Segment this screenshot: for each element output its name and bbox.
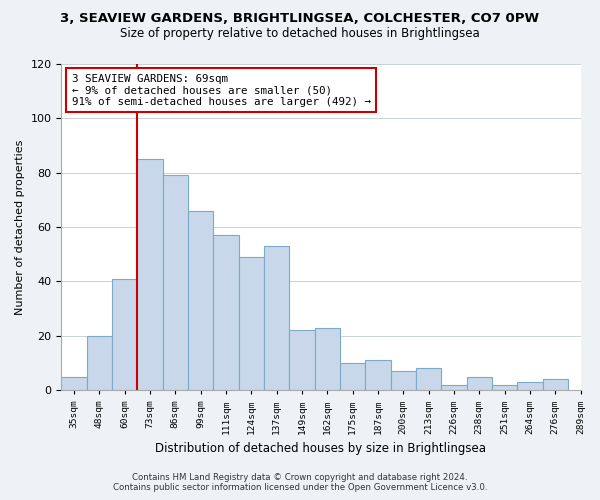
Bar bbox=[365, 360, 391, 390]
Bar bbox=[239, 257, 264, 390]
Bar bbox=[188, 211, 214, 390]
Bar bbox=[492, 384, 517, 390]
Y-axis label: Number of detached properties: Number of detached properties bbox=[15, 140, 25, 315]
Bar bbox=[441, 384, 467, 390]
Bar bbox=[416, 368, 441, 390]
Bar bbox=[214, 235, 239, 390]
Text: 3 SEAVIEW GARDENS: 69sqm
← 9% of detached houses are smaller (50)
91% of semi-de: 3 SEAVIEW GARDENS: 69sqm ← 9% of detache… bbox=[72, 74, 371, 107]
Bar bbox=[264, 246, 289, 390]
Bar bbox=[163, 176, 188, 390]
Bar bbox=[391, 371, 416, 390]
Bar bbox=[467, 376, 492, 390]
Bar bbox=[61, 376, 87, 390]
Bar bbox=[314, 328, 340, 390]
Text: Size of property relative to detached houses in Brightlingsea: Size of property relative to detached ho… bbox=[120, 28, 480, 40]
Bar bbox=[542, 380, 568, 390]
Text: 3, SEAVIEW GARDENS, BRIGHTLINGSEA, COLCHESTER, CO7 0PW: 3, SEAVIEW GARDENS, BRIGHTLINGSEA, COLCH… bbox=[61, 12, 539, 26]
Bar bbox=[137, 159, 163, 390]
Bar bbox=[340, 363, 365, 390]
Bar bbox=[517, 382, 542, 390]
Bar bbox=[87, 336, 112, 390]
Text: Contains HM Land Registry data © Crown copyright and database right 2024.
Contai: Contains HM Land Registry data © Crown c… bbox=[113, 473, 487, 492]
X-axis label: Distribution of detached houses by size in Brightlingsea: Distribution of detached houses by size … bbox=[155, 442, 487, 455]
Bar bbox=[289, 330, 314, 390]
Bar bbox=[112, 278, 137, 390]
